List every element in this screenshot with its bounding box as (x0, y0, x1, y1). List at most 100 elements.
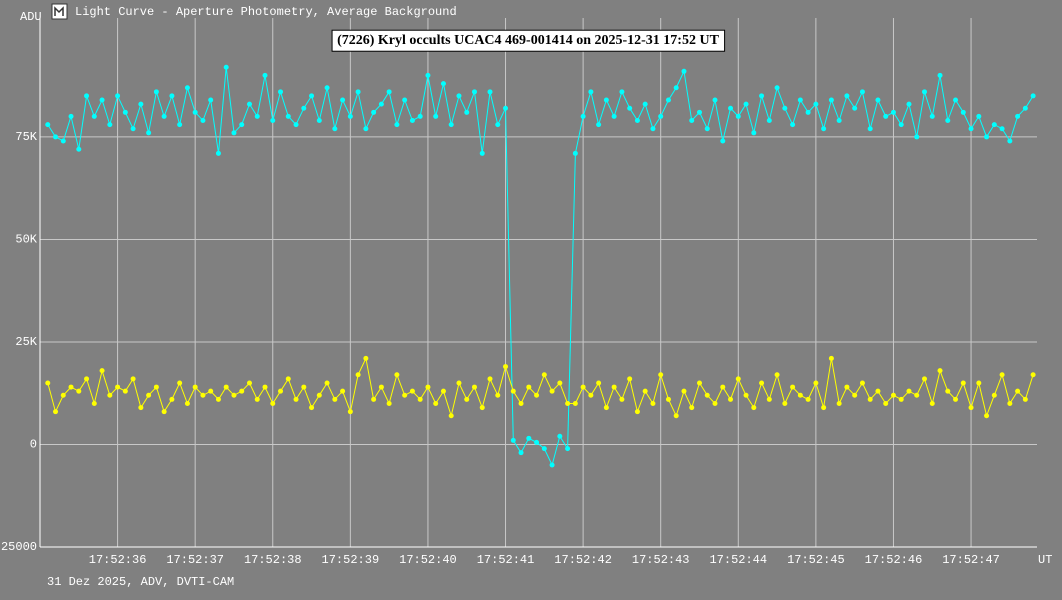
data-point (223, 64, 229, 70)
data-point (945, 388, 951, 394)
data-point (394, 372, 400, 378)
data-point (340, 97, 346, 103)
data-point (696, 109, 702, 115)
data-point (270, 118, 276, 124)
data-point (456, 380, 462, 386)
data-point (53, 409, 59, 415)
data-point (735, 113, 741, 119)
data-point (1015, 388, 1021, 394)
data-point (448, 413, 454, 419)
data-point (324, 85, 330, 91)
data-point (495, 392, 501, 398)
data-point (611, 384, 617, 390)
data-point (821, 405, 827, 411)
data-point (433, 400, 439, 406)
data-point (192, 109, 198, 115)
data-point (999, 372, 1005, 378)
data-point (914, 134, 920, 140)
data-point (658, 372, 664, 378)
data-point (774, 372, 780, 378)
data-point (549, 388, 555, 394)
data-point (262, 72, 268, 78)
data-point (146, 130, 152, 136)
data-point (673, 85, 679, 91)
data-point (84, 93, 90, 99)
data-point (534, 392, 540, 398)
data-point (619, 396, 625, 402)
data-point (285, 376, 291, 382)
data-point (759, 93, 765, 99)
data-point (440, 81, 446, 87)
data-point (215, 396, 221, 402)
data-point (549, 462, 555, 468)
data-point (790, 122, 796, 128)
data-point (402, 97, 408, 103)
data-point (619, 89, 625, 95)
data-point (45, 122, 51, 128)
data-point (968, 405, 974, 411)
data-point (169, 93, 175, 99)
y-tick-label: 50K (15, 233, 37, 247)
data-point (215, 150, 221, 156)
data-point (347, 113, 353, 119)
data-point (363, 355, 369, 361)
data-point (658, 113, 664, 119)
data-point (541, 446, 547, 452)
data-point (433, 113, 439, 119)
data-point (84, 376, 90, 382)
data-point (309, 93, 315, 99)
data-point (991, 122, 997, 128)
data-point (1007, 400, 1013, 406)
data-point (425, 384, 431, 390)
data-point (790, 384, 796, 390)
data-point (898, 122, 904, 128)
data-point (130, 126, 136, 132)
data-point (689, 405, 695, 411)
data-point (627, 105, 633, 111)
data-point (743, 101, 749, 107)
data-point (665, 396, 671, 402)
data-point (192, 384, 198, 390)
data-point (774, 85, 780, 91)
data-point (898, 396, 904, 402)
data-point (262, 384, 268, 390)
data-point (386, 400, 392, 406)
data-point (712, 400, 718, 406)
data-point (588, 392, 594, 398)
data-point (208, 97, 214, 103)
data-point (122, 388, 128, 394)
data-point (953, 97, 959, 103)
data-point (883, 113, 889, 119)
data-point (859, 380, 865, 386)
data-point (580, 384, 586, 390)
data-point (417, 396, 423, 402)
data-point (223, 384, 229, 390)
data-point (378, 101, 384, 107)
data-point (278, 89, 284, 95)
data-point (642, 388, 648, 394)
data-point (921, 376, 927, 382)
data-point (813, 101, 819, 107)
data-point (487, 89, 493, 95)
data-point (99, 97, 105, 103)
data-point (363, 126, 369, 132)
data-point (332, 396, 338, 402)
data-point (1030, 93, 1036, 99)
data-point (728, 105, 734, 111)
data-point (596, 122, 602, 128)
data-point (782, 105, 788, 111)
window-icon (51, 3, 68, 20)
data-point (673, 413, 679, 419)
x-tick-label: 17:52:40 (399, 553, 457, 567)
data-point (479, 150, 485, 156)
data-point (231, 392, 237, 398)
data-point (510, 437, 516, 443)
data-point (254, 113, 260, 119)
data-point (371, 396, 377, 402)
plot (45, 64, 1036, 468)
data-point (76, 146, 82, 152)
x-tick-label: 17:52:38 (244, 553, 302, 567)
title-box (331, 29, 726, 52)
data-point (76, 388, 82, 394)
